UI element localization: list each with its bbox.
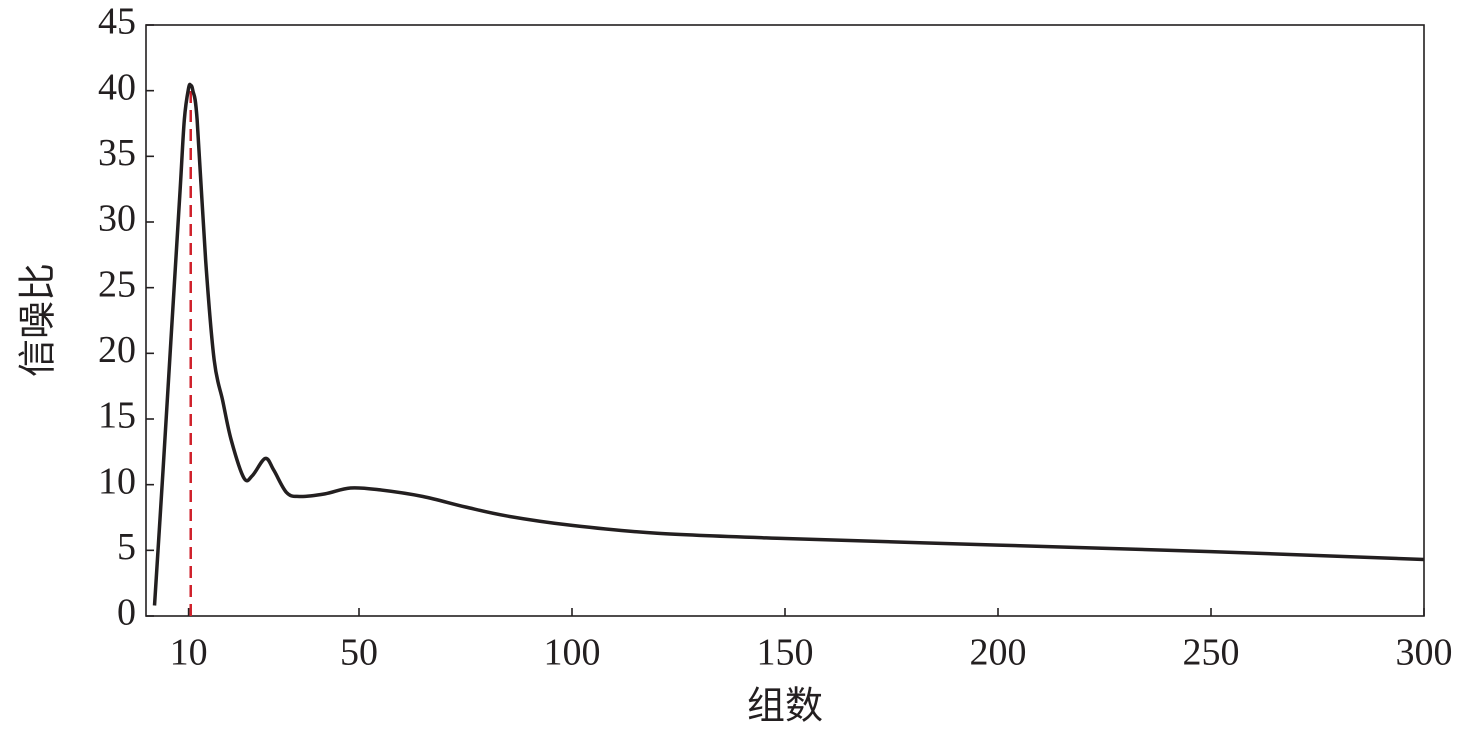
- x-tick-label: 300: [1396, 632, 1453, 674]
- y-tick-label: 10: [98, 460, 136, 502]
- x-axis-label: 组数: [747, 686, 823, 728]
- x-tick-label: 100: [544, 632, 601, 674]
- x-tick-label: 10: [170, 632, 208, 674]
- y-tick-label: 0: [117, 592, 136, 634]
- x-tick-label: 200: [970, 632, 1027, 674]
- y-tick-label: 35: [98, 132, 136, 174]
- y-tick-label: 40: [98, 66, 136, 108]
- y-tick-label: 20: [98, 329, 136, 371]
- plot-frame: [145, 24, 1425, 617]
- y-tick-label: 5: [117, 526, 136, 568]
- y-tick-label: 15: [98, 395, 136, 437]
- y-tick-label: 30: [98, 198, 136, 240]
- line: [152, 82, 1425, 606]
- x-tick-label: 150: [757, 632, 814, 674]
- y-tick-label: 25: [98, 263, 136, 305]
- x-tick-label: 50: [340, 632, 378, 674]
- y-tick-label: 45: [98, 1, 136, 43]
- x-tick-label: 250: [1183, 632, 1240, 674]
- y-axis-label: 信噪比: [18, 263, 60, 377]
